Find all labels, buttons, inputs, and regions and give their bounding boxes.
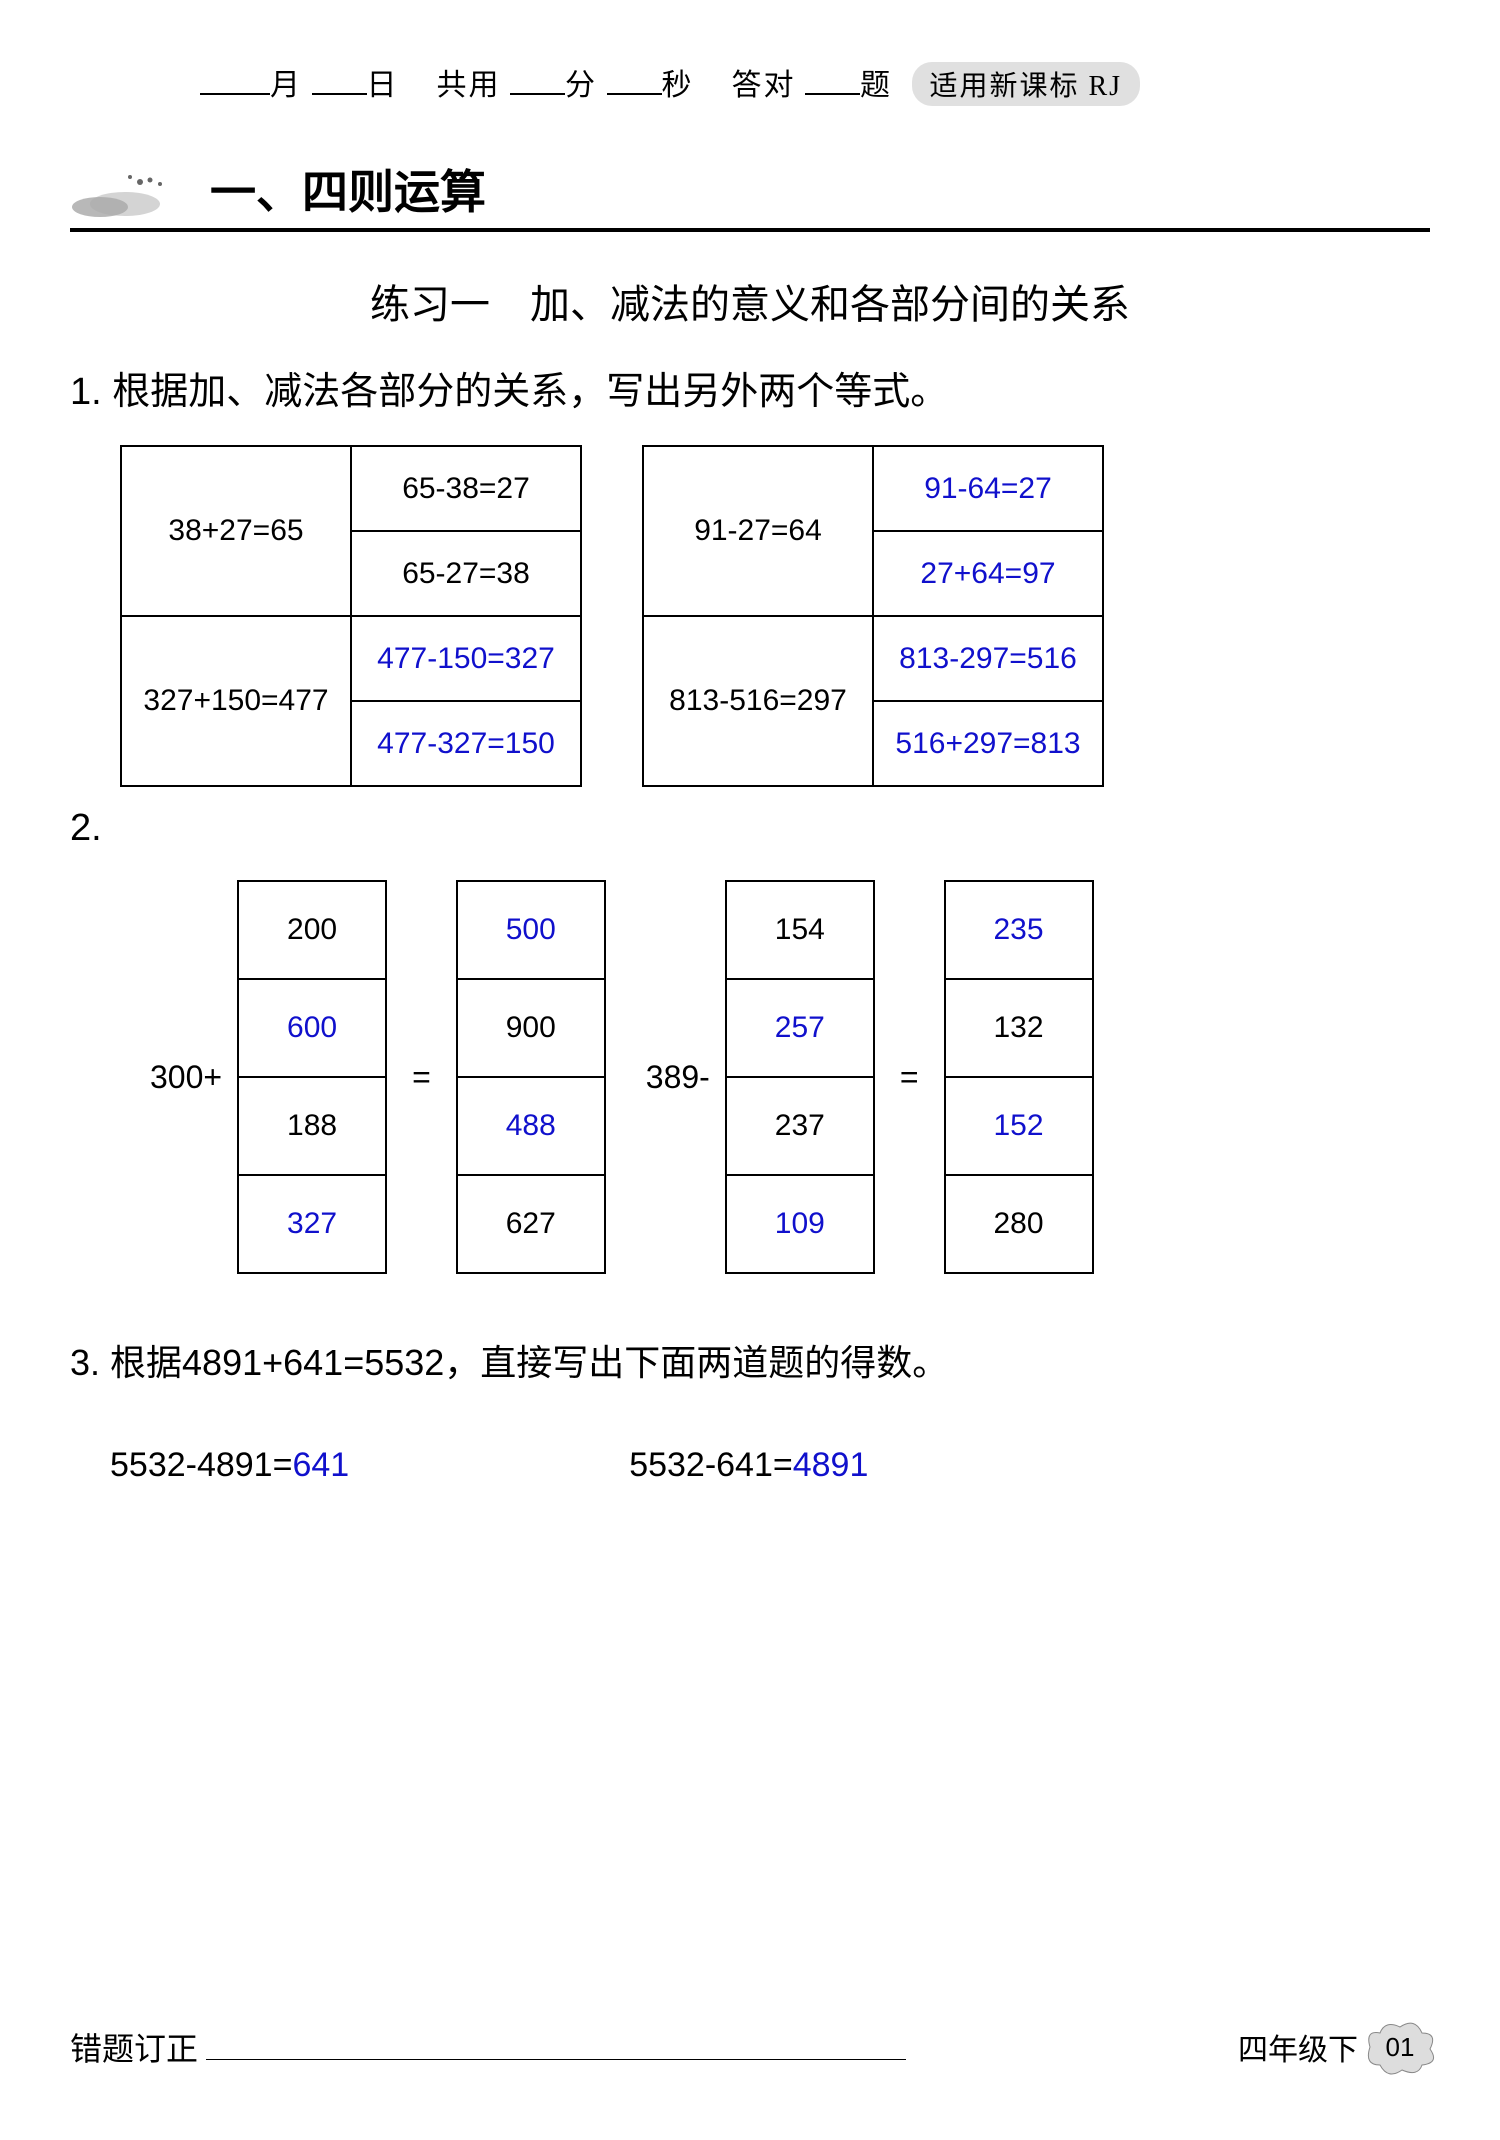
q2-cell: 280 bbox=[944, 1174, 1094, 1274]
q2-col-left: 200600188327 bbox=[237, 880, 387, 1274]
page-footer: 错题订正 四年级下 01 bbox=[70, 2024, 1430, 2070]
table-cell: 327+150=477 bbox=[121, 616, 351, 786]
footer-grade: 四年级下 01 bbox=[1238, 2025, 1430, 2069]
ink-decoration-icon bbox=[70, 162, 190, 222]
question-1-text: 1. 根据加、减法各部分的关系，写出另外两个等式。 bbox=[70, 360, 1430, 415]
chapter-header: 一、四则运算 bbox=[70, 156, 1430, 232]
footer-left-label: 错题订正 bbox=[70, 2024, 198, 2070]
q2-cell: 132 bbox=[944, 978, 1094, 1078]
table-cell-answer: 27+64=97 bbox=[873, 531, 1103, 616]
page-number: 01 bbox=[1386, 2032, 1415, 2063]
table-cell-answer: 516+297=813 bbox=[873, 701, 1103, 786]
q2-cell: 500 bbox=[456, 880, 606, 980]
q2-cell: 109 bbox=[725, 1174, 875, 1274]
q2-cell: 200 bbox=[237, 880, 387, 980]
q2-prefix: 389- bbox=[646, 1059, 710, 1096]
q2-cell: 237 bbox=[725, 1076, 875, 1176]
q2-content: 300+ 200600188327 = 500900488627 389- 15… bbox=[150, 880, 1430, 1274]
table-cell: 813-516=297 bbox=[643, 616, 873, 786]
q2-prefix: 300+ bbox=[150, 1059, 222, 1096]
exercise-subtitle: 练习一 加、减法的意义和各部分间的关系 bbox=[70, 272, 1430, 330]
q3-label: 5532-4891= bbox=[110, 1446, 292, 1484]
label-used: 共用 bbox=[437, 69, 501, 102]
q2-col-left: 154257237109 bbox=[725, 880, 875, 1274]
equals-sign: = bbox=[890, 1059, 929, 1096]
q2-cell: 152 bbox=[944, 1076, 1094, 1176]
q3-answer-value: 641 bbox=[292, 1446, 349, 1484]
table-cell: 65-38=27 bbox=[351, 446, 581, 531]
q2-group-a: 300+ 200600188327 = 500900488627 bbox=[150, 880, 606, 1274]
chapter-title: 一、四则运算 bbox=[210, 156, 486, 222]
table-cell: 38+27=65 bbox=[121, 446, 351, 616]
q3-answer-value: 4891 bbox=[793, 1446, 869, 1484]
q2-cell: 627 bbox=[456, 1174, 606, 1274]
label-month: 月 bbox=[270, 69, 302, 102]
q3-answer-1: 5532-4891=641 bbox=[110, 1446, 349, 1485]
footer-grade-label: 四年级下 bbox=[1238, 2025, 1358, 2069]
question-3-text: 3. 根据4891+641=5532，直接写出下面两道题的得数。 bbox=[70, 1334, 1430, 1386]
q3-answer-2: 5532-641=4891 bbox=[629, 1446, 868, 1485]
table-cell-answer: 91-64=27 bbox=[873, 446, 1103, 531]
table-cell-answer: 477-150=327 bbox=[351, 616, 581, 701]
equals-sign: = bbox=[402, 1059, 441, 1096]
table-cell: 65-27=38 bbox=[351, 531, 581, 616]
label-min: 分 bbox=[565, 69, 597, 102]
label-sec: 秒 bbox=[662, 69, 694, 102]
q2-group-b: 389- 154257237109 = 235132152280 bbox=[646, 880, 1094, 1274]
table-cell-answer: 477-327=150 bbox=[351, 701, 581, 786]
q2-cell: 327 bbox=[237, 1174, 387, 1274]
q2-cell: 600 bbox=[237, 978, 387, 1078]
q1-tables: 38+27=65 65-38=27 65-27=38 327+150=477 4… bbox=[120, 445, 1430, 787]
question-2-num: 2. bbox=[70, 807, 1430, 850]
footer-correction: 错题订正 bbox=[70, 2024, 906, 2070]
q2-col-right: 235132152280 bbox=[944, 880, 1094, 1274]
q2-cell: 257 bbox=[725, 978, 875, 1078]
label-qi: 题 bbox=[860, 69, 892, 102]
q2-col-right: 500900488627 bbox=[456, 880, 606, 1274]
table-cell-answer: 813-297=516 bbox=[873, 616, 1103, 701]
q2-cell: 154 bbox=[725, 880, 875, 980]
label-day: 日 bbox=[367, 69, 399, 102]
curriculum-badge: 适用新课标 RJ bbox=[912, 62, 1141, 106]
page-number-badge: 01 bbox=[1370, 2025, 1430, 2069]
worksheet-header: 月 日 共用 分 秒 答对 题 适用新课标 RJ bbox=[200, 60, 1430, 106]
q1-table-a: 38+27=65 65-38=27 65-27=38 327+150=477 4… bbox=[120, 445, 582, 787]
q2-cell: 900 bbox=[456, 978, 606, 1078]
q2-cell: 235 bbox=[944, 880, 1094, 980]
q3-answers: 5532-4891=641 5532-641=4891 bbox=[110, 1446, 1430, 1485]
q2-cell: 188 bbox=[237, 1076, 387, 1176]
table-cell: 91-27=64 bbox=[643, 446, 873, 616]
label-correct: 答对 bbox=[732, 69, 796, 102]
q3-label: 5532-641= bbox=[629, 1446, 793, 1484]
q2-cell: 488 bbox=[456, 1076, 606, 1176]
q1-table-b: 91-27=64 91-64=27 27+64=97 813-516=297 8… bbox=[642, 445, 1104, 787]
